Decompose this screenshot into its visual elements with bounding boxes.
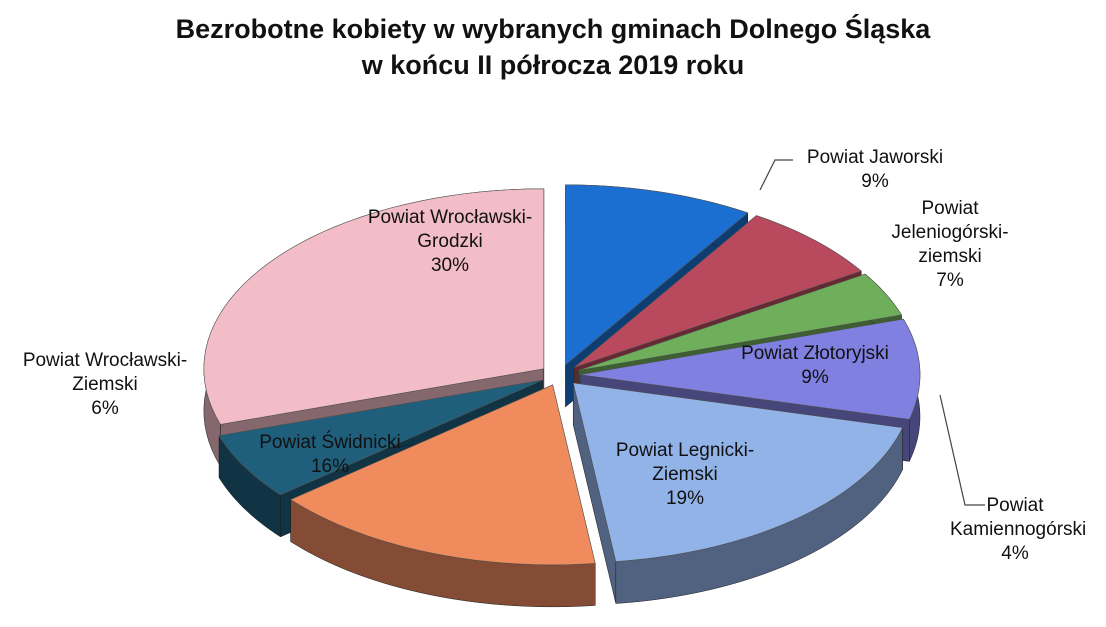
data-label: Powiat Złotoryjski 9% <box>725 342 905 390</box>
label-value: 7% <box>936 270 964 291</box>
data-label: Powiat Jeleniogórski-ziemski 7% <box>885 197 1015 293</box>
slice <box>579 318 921 420</box>
data-label: Powiat Legnicki-Ziemski 19% <box>595 439 775 511</box>
slice <box>203 188 545 425</box>
label-name: Powiat Jaworski <box>806 147 944 168</box>
data-label: Powiat Świdnicki 16% <box>240 431 420 479</box>
data-label: Powiat Wrocławski-Ziemski 6% <box>15 349 195 421</box>
slice <box>572 382 904 562</box>
slice <box>565 184 749 366</box>
label-name: Powiat Jeleniogórski-ziemski <box>891 198 1009 267</box>
label-name: Powiat Wrocławski-Ziemski <box>22 350 188 395</box>
chart-title: w końcu II półrocza 2019 roku <box>361 50 745 80</box>
label-name: Powiat Legnicki-Ziemski <box>615 440 755 485</box>
leader-line <box>939 394 985 506</box>
data-label: Powiat Kamiennogórski 4% <box>950 494 1087 566</box>
chart-title: Bezrobotne kobiety w wybranych gminach D… <box>175 14 931 44</box>
label-value: 30% <box>430 255 470 276</box>
label-name: Powiat Wrocławski-Grodzki <box>367 207 533 252</box>
slice <box>573 215 862 368</box>
slice <box>290 384 596 566</box>
label-value: 9% <box>861 171 889 192</box>
label-name: Powiat Świdnicki <box>259 432 401 453</box>
label-name: Powiat Złotoryjski <box>741 343 889 364</box>
label-value: 6% <box>91 398 119 419</box>
leader-line <box>759 159 793 191</box>
label-value: 19% <box>665 488 705 509</box>
label-value: 9% <box>801 367 829 388</box>
label-name: Powiat Kamiennogórski <box>950 495 1087 540</box>
data-label: Powiat Jaworski 9% <box>785 146 965 194</box>
slice <box>578 273 902 371</box>
label-value: 16% <box>310 456 350 477</box>
data-label: Powiat Wrocławski-Grodzki 30% <box>360 206 540 278</box>
slice <box>218 379 543 496</box>
label-value: 4% <box>1001 543 1029 564</box>
